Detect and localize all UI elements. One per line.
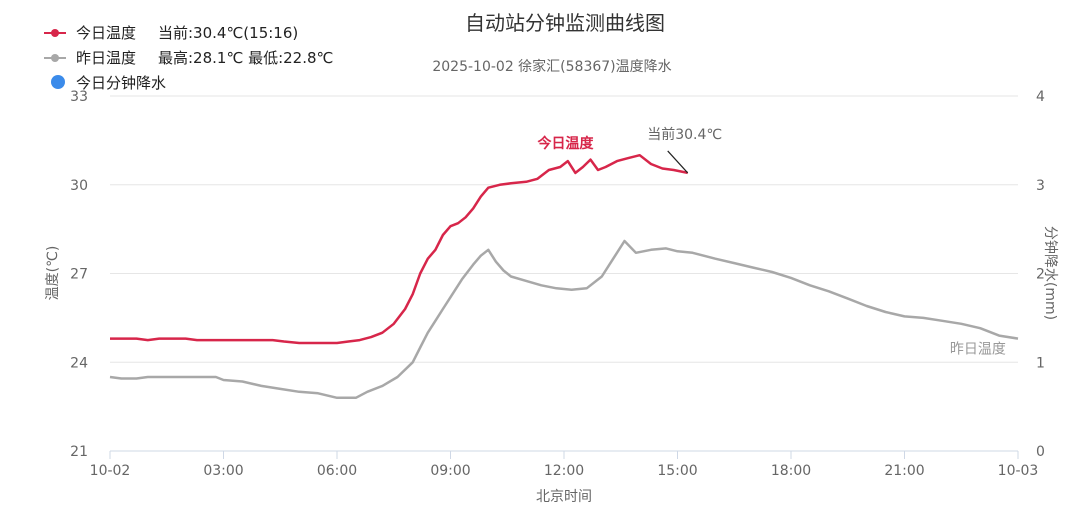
y-left-tick-label: 27 bbox=[70, 267, 88, 283]
legend-today-marker bbox=[51, 29, 59, 37]
x-tick-label: 15:00 bbox=[657, 463, 697, 479]
legend-yesterday-marker bbox=[51, 54, 59, 62]
legend-item-yesterday[interactable]: 昨日温度 最高:28.1℃ 最低:22.8℃ bbox=[44, 49, 333, 67]
chart-title: 自动站分钟监测曲线图 bbox=[465, 11, 665, 35]
x-tick-label: 09:00 bbox=[430, 463, 470, 479]
legend-today-info: 当前:30.4℃(15:16) bbox=[158, 24, 298, 42]
legend-precip-label: 今日分钟降水 bbox=[76, 74, 166, 92]
legend-today-label: 今日温度 bbox=[76, 24, 136, 42]
x-tick-label: 06:00 bbox=[317, 463, 357, 479]
legend-item-precip[interactable]: 今日分钟降水 bbox=[51, 74, 166, 92]
annotation-label-0: 今日温度 bbox=[537, 135, 595, 152]
series bbox=[109, 153, 1019, 400]
y-right-tick-label: 4 bbox=[1036, 89, 1045, 105]
annotation-label-1: 当前30.4℃ bbox=[647, 126, 722, 143]
legend-item-today[interactable]: 今日温度 当前:30.4℃(15:16) bbox=[44, 24, 298, 42]
legend-precip-marker bbox=[51, 75, 65, 89]
y-left-tick-label: 30 bbox=[70, 178, 88, 194]
y-right-tick-label: 1 bbox=[1036, 355, 1045, 371]
legend-yesterday-info: 最高:28.1℃ 最低:22.8℃ bbox=[158, 49, 333, 67]
series-line-yesterday bbox=[109, 239, 1019, 400]
axes: 21 24 27 30 33 0 1 2 3 4 10-02 03:00 06:00 09:00 12:00… bbox=[70, 89, 1045, 479]
annotation-pointer bbox=[667, 150, 689, 174]
y-right-tick-label: 0 bbox=[1036, 444, 1045, 460]
x-tick-label: 12:00 bbox=[544, 463, 584, 479]
y-right-tick-label: 3 bbox=[1036, 178, 1045, 194]
chart-subtitle: 2025-10-02 徐家汇(58367)温度降水 bbox=[432, 58, 671, 75]
x-tick-label: 10-03 bbox=[998, 463, 1039, 479]
y-right-tick-label: 2 bbox=[1036, 267, 1045, 283]
y-axis-right-title: 分钟降水(mm) bbox=[1042, 226, 1059, 320]
x-tick-label: 03:00 bbox=[203, 463, 243, 479]
y-left-tick-label: 21 bbox=[70, 444, 88, 460]
x-tick-label: 21:00 bbox=[884, 463, 924, 479]
y-left-tick-label: 33 bbox=[70, 89, 88, 105]
annotations: 今日温度 当前30.4℃ 昨日温度 bbox=[537, 126, 1006, 357]
y-left-tick-label: 24 bbox=[70, 355, 88, 371]
series-line-today bbox=[110, 153, 688, 345]
y-axis-left-title: 温度(℃) bbox=[45, 246, 61, 301]
legend: 今日温度 当前:30.4℃(15:16) 昨日温度 最高:28.1℃ 最低:22… bbox=[44, 24, 333, 92]
x-tick-label: 18:00 bbox=[771, 463, 811, 479]
x-axis-title: 北京时间 bbox=[536, 489, 592, 505]
annotation-label-2: 昨日温度 bbox=[950, 341, 1006, 357]
legend-yesterday-label: 昨日温度 bbox=[76, 49, 136, 67]
x-tick-label: 10-02 bbox=[90, 463, 131, 479]
